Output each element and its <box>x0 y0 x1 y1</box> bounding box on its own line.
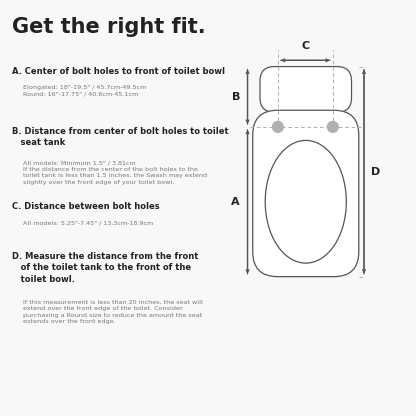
Text: D: D <box>371 166 381 177</box>
Text: B. Distance from center of bolt holes to toilet
   seat tank: B. Distance from center of bolt holes to… <box>12 127 229 147</box>
Text: B: B <box>232 92 240 102</box>
FancyBboxPatch shape <box>253 110 359 277</box>
Text: All models: 5.25"-7.45" / 13.3cm-18.9cm: All models: 5.25"-7.45" / 13.3cm-18.9cm <box>23 220 153 225</box>
Ellipse shape <box>265 140 346 263</box>
Circle shape <box>272 121 283 132</box>
Text: Elongated: 18"-19.5" / 45.7cm-49.5cm
Round: 16"-17.75" / 40.6cm-45.1cm: Elongated: 18"-19.5" / 45.7cm-49.5cm Rou… <box>23 85 146 97</box>
Text: C: C <box>301 41 310 51</box>
Circle shape <box>327 121 338 132</box>
Text: All models: Minimum 1.5" / 3.81cm
If the distance from the center of the bolt ho: All models: Minimum 1.5" / 3.81cm If the… <box>23 160 207 185</box>
Text: A. Center of bolt holes to front of toilet bowl: A. Center of bolt holes to front of toil… <box>12 67 225 76</box>
Text: A: A <box>231 197 240 207</box>
Text: Get the right fit.: Get the right fit. <box>12 17 206 37</box>
Text: If this measurement is less than 20 inches, the seat will
extend over the front : If this measurement is less than 20 inch… <box>23 300 203 324</box>
FancyBboxPatch shape <box>260 67 352 112</box>
Text: C. Distance between bolt holes: C. Distance between bolt holes <box>12 202 160 211</box>
Text: D. Measure the distance from the front
   of the toilet tank to the front of the: D. Measure the distance from the front o… <box>12 252 199 284</box>
